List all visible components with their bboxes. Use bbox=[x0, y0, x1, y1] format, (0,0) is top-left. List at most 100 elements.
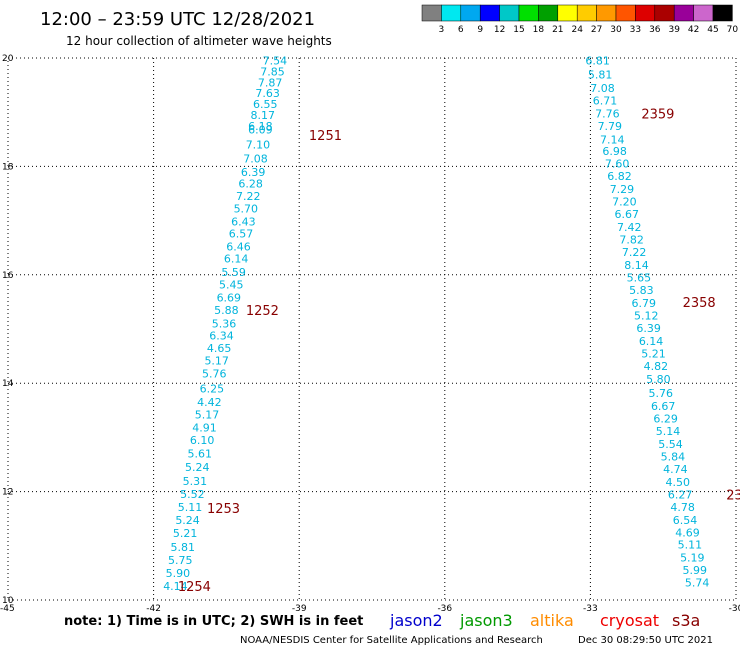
colorbar-label: 9 bbox=[477, 25, 483, 35]
wave-height-label: 6.29 bbox=[653, 412, 678, 425]
time-label: 1251 bbox=[309, 129, 342, 144]
colorbar-swatch bbox=[518, 4, 539, 22]
data-marks: 7.547.857.877.636.558.176.186.097.107.08… bbox=[163, 55, 740, 595]
colorbar-swatch bbox=[596, 4, 617, 22]
wave-height-label: 6.46 bbox=[226, 241, 251, 254]
chart-subtitle: 12 hour collection of altimeter wave hei… bbox=[66, 34, 332, 48]
legend-jason2: jason2 bbox=[389, 611, 443, 630]
colorbar-swatch bbox=[635, 4, 656, 22]
wave-height-label: 5.19 bbox=[680, 552, 705, 565]
wave-height-label: 6.67 bbox=[651, 400, 676, 413]
wave-height-label: 4.65 bbox=[207, 342, 232, 355]
wave-height-label: 6.14 bbox=[224, 253, 249, 266]
wave-height-label: 5.54 bbox=[658, 438, 683, 451]
time-label: 2358 bbox=[683, 296, 716, 311]
wave-height-label: 6.67 bbox=[615, 208, 640, 221]
wave-height-label: 4.78 bbox=[670, 501, 695, 514]
wave-height-label: 7.08 bbox=[243, 152, 268, 165]
wave-height-label: 5.14 bbox=[656, 425, 681, 438]
wave-height-label: 5.45 bbox=[219, 279, 244, 292]
wave-height-label: 7.60 bbox=[605, 158, 630, 171]
colorbar-label: 12 bbox=[494, 25, 505, 35]
colorbar-label: 70 bbox=[727, 25, 739, 35]
wave-height-label: 6.34 bbox=[209, 330, 234, 343]
colorbar-swatch bbox=[576, 4, 597, 22]
wave-height-label: 6.69 bbox=[217, 292, 242, 305]
time-label: 23 bbox=[726, 488, 740, 503]
wave-height-label: 6.09 bbox=[248, 124, 273, 137]
wave-height-label: 6.71 bbox=[593, 94, 618, 107]
x-tick-label: -45 bbox=[0, 604, 15, 614]
time-label: 2359 bbox=[641, 107, 674, 122]
wave-height-label: 4.50 bbox=[666, 476, 691, 489]
x-tick-label: -42 bbox=[146, 604, 161, 614]
wave-height-label: 5.52 bbox=[180, 488, 205, 501]
legend-s3a: s3a bbox=[672, 611, 700, 630]
wave-height-label: 7.08 bbox=[590, 82, 615, 95]
colorbar-label: 21 bbox=[552, 25, 563, 35]
wave-height-label: 4.14 bbox=[163, 580, 188, 593]
y-tick-label: 18 bbox=[2, 162, 14, 172]
wave-height-label: 5.36 bbox=[212, 318, 237, 331]
wave-height-label: 5.21 bbox=[173, 527, 198, 540]
y-tick-label: 14 bbox=[2, 379, 14, 389]
wave-height-label: 5.31 bbox=[183, 475, 208, 488]
legend-altika: altika bbox=[530, 611, 574, 630]
wave-height-label: 4.42 bbox=[197, 396, 222, 409]
wave-height-label: 7.79 bbox=[598, 120, 623, 133]
wave-height-label: 7.63 bbox=[255, 87, 280, 100]
wave-height-label: 7.85 bbox=[260, 66, 285, 79]
wave-height-label: 6.28 bbox=[238, 178, 263, 191]
colorbar-swatch bbox=[673, 4, 694, 22]
wave-height-label: 5.99 bbox=[682, 564, 707, 577]
wave-height-label: 5.17 bbox=[195, 409, 220, 422]
legend-cryosat: cryosat bbox=[600, 611, 659, 630]
colorbar-label: 18 bbox=[533, 25, 545, 35]
colorbar-label: 36 bbox=[649, 25, 661, 35]
wave-height-label: 7.76 bbox=[595, 107, 620, 120]
wave-height-label: 5.21 bbox=[641, 347, 666, 360]
colorbar-label: 33 bbox=[630, 25, 641, 35]
axes: -45 -42 -39 -36 -33 -30 10 12 14 16 18 20 bbox=[0, 54, 740, 614]
wave-height-label: 6.81 bbox=[585, 55, 610, 68]
wave-height-label: 6.39 bbox=[241, 166, 266, 179]
wave-height-label: 7.42 bbox=[617, 221, 642, 234]
time-label: 1254 bbox=[178, 580, 211, 595]
wave-height-label: 5.83 bbox=[629, 284, 654, 297]
plot-frame bbox=[7, 57, 737, 601]
wave-height-label: 6.57 bbox=[229, 228, 254, 241]
wave-height-label: 6.18 bbox=[248, 120, 273, 133]
wave-height-label: 5.24 bbox=[185, 461, 210, 474]
wave-height-label: 7.87 bbox=[258, 76, 283, 89]
wave-height-label: 5.17 bbox=[204, 354, 229, 367]
wave-height-label: 7.54 bbox=[263, 55, 288, 68]
wave-height-label: 6.27 bbox=[668, 488, 693, 501]
wave-height-label: 6.82 bbox=[607, 170, 632, 183]
colorbar-label: 45 bbox=[707, 25, 718, 35]
wave-height-label: 4.91 bbox=[192, 422, 217, 435]
wave-height-label: 4.69 bbox=[675, 526, 700, 539]
wave-height-label: 7.10 bbox=[246, 139, 271, 152]
wave-height-label: 5.80 bbox=[646, 373, 671, 386]
wave-height-label: 4.74 bbox=[663, 463, 688, 476]
colorbar-swatch bbox=[712, 4, 733, 22]
footer-note: note: 1) Time is in UTC; 2) SWH is in fe… bbox=[64, 614, 363, 629]
wave-height-label: 6.79 bbox=[632, 297, 657, 310]
time-label: 1253 bbox=[207, 502, 240, 517]
wave-height-label: 5.65 bbox=[627, 272, 652, 285]
wave-height-label: 5.11 bbox=[678, 539, 703, 552]
mission-legend: jason2 jason3 altika cryosat s3a bbox=[389, 611, 700, 630]
wave-height-label: 8.14 bbox=[624, 259, 649, 272]
colorbar-label: 39 bbox=[668, 25, 680, 35]
colorbar-swatch bbox=[693, 4, 714, 22]
footer-date: Dec 30 08:29:50 UTC 2021 bbox=[578, 635, 713, 646]
wave-height-label: 5.12 bbox=[634, 309, 659, 322]
colorbar-label: 15 bbox=[513, 25, 524, 35]
wave-height-label: 5.90 bbox=[166, 567, 191, 580]
x-tick-label: -39 bbox=[292, 604, 307, 614]
wave-height-label: 6.14 bbox=[639, 335, 664, 348]
wave-height-label: 7.82 bbox=[619, 234, 644, 247]
wave-height-label: 6.54 bbox=[673, 514, 698, 527]
